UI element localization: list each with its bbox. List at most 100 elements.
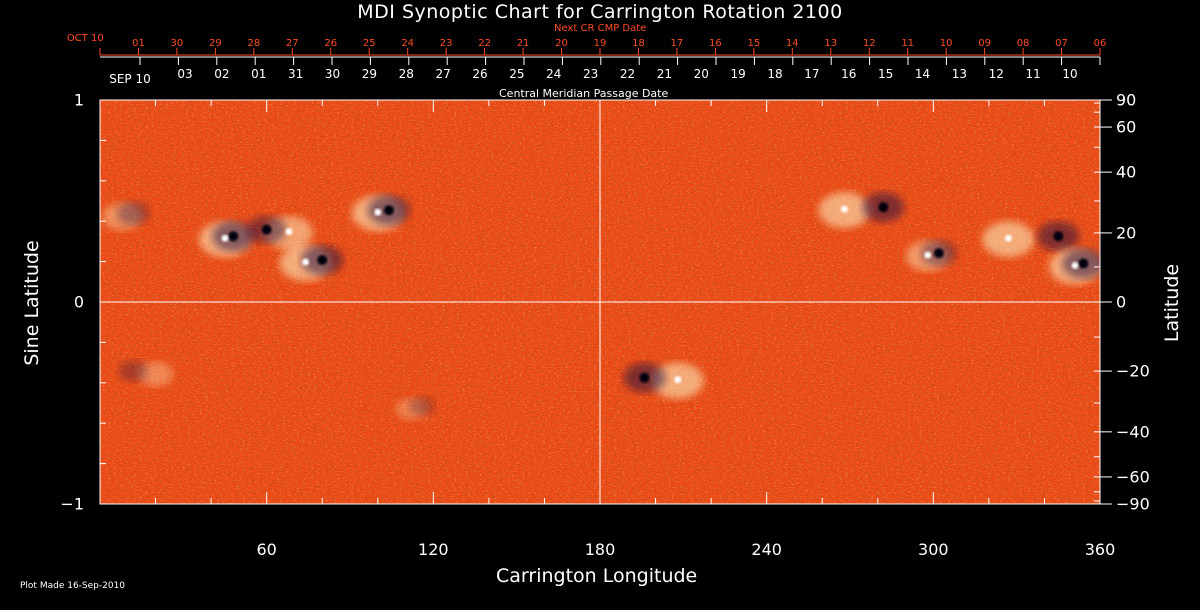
red-date-tick-label: 25 — [362, 38, 376, 49]
x-axis-title: Carrington Longitude — [496, 565, 698, 587]
sunspot-positive — [221, 234, 229, 242]
sunspot-negative — [261, 224, 272, 235]
red-date-tick-label: 12 — [862, 38, 876, 49]
red-date-tick-label: 06 — [1093, 38, 1107, 49]
active-region — [395, 396, 436, 421]
red-date-tick-label: 20 — [555, 38, 568, 49]
white-date-tick-label: 18 — [767, 67, 783, 81]
white-date-tick-label: 10 — [1062, 67, 1078, 81]
y-tick-label-right: −40 — [1116, 422, 1150, 442]
sunspot-positive — [302, 258, 310, 266]
red-date-tick-label: 17 — [670, 38, 684, 49]
red-date-tick-label: 13 — [824, 38, 838, 49]
next-cr-cmp-label: Next CR CMP Date — [554, 23, 647, 34]
white-date-tick-label: 31 — [287, 67, 304, 81]
y-axis-title-left: Sine Latitude — [21, 240, 43, 366]
sunspot-positive — [840, 205, 848, 213]
y-tick-label-right: 20 — [1116, 223, 1137, 243]
active-region — [199, 221, 255, 258]
red-date-tick-label: 15 — [747, 38, 761, 49]
sunspot-negative — [228, 231, 239, 242]
active-region — [102, 201, 150, 231]
white-date-tick-label: 17 — [804, 67, 820, 81]
x-tick-label: 120 — [418, 540, 449, 559]
white-date-tick-label: 24 — [546, 67, 562, 81]
red-date-tick-label: 18 — [632, 38, 645, 49]
white-date-tick-label: 01 — [251, 67, 267, 81]
white-date-tick-label: 27 — [435, 67, 451, 81]
plage-negative — [409, 396, 436, 416]
active-region — [818, 192, 905, 229]
active-region — [247, 215, 313, 250]
red-date-tick-label: OCT 10 — [66, 33, 104, 44]
x-tick-label: 360 — [1084, 540, 1116, 559]
sunspot-positive — [285, 228, 293, 236]
white-date-tick-label: SEP 10 — [109, 72, 151, 86]
red-date-tick-label: 19 — [593, 38, 607, 49]
white-date-tick-label: 29 — [361, 67, 378, 81]
white-date-tick-label: 15 — [877, 67, 894, 81]
white-date-tick-label: 28 — [398, 67, 414, 81]
y-tick-label-right: −60 — [1116, 467, 1150, 487]
plot-made-footer: Plot Made 16-Sep-2010 — [20, 581, 126, 591]
y-tick-label-right: −90 — [1116, 494, 1150, 514]
sunspot-positive — [1071, 261, 1079, 269]
sunspot-negative — [317, 255, 328, 266]
red-date-tick-label: 01 — [132, 38, 145, 49]
sunspot-negative — [1053, 231, 1064, 242]
sunspot-negative — [878, 202, 889, 213]
active-region — [279, 245, 344, 282]
white-date-tick-label: 16 — [841, 67, 857, 81]
x-tick-label: 300 — [918, 540, 949, 559]
red-date-tick-label: 30 — [170, 38, 184, 49]
sunspot-negative — [933, 248, 944, 259]
y-tick-label-right: −20 — [1116, 361, 1150, 381]
x-tick-label: 60 — [256, 540, 277, 559]
plage-negative — [118, 360, 148, 382]
white-date-tick-label: 13 — [951, 67, 968, 81]
red-date-tick-label: 21 — [516, 38, 530, 49]
sunspot-negative — [383, 205, 394, 216]
active-region — [623, 362, 704, 399]
red-date-tick-label: 22 — [478, 38, 491, 49]
y-tick-label-left: 1 — [73, 90, 84, 110]
white-date-tick-label: 26 — [472, 67, 488, 81]
sunspot-positive — [924, 251, 932, 259]
active-region — [351, 195, 410, 232]
white-date-tick-label: 22 — [619, 67, 636, 81]
red-date-tick-label: 26 — [324, 38, 338, 49]
red-date-tick-label: 11 — [901, 38, 915, 49]
sunspot-positive — [674, 376, 682, 384]
cmp-date-label: Central Meridian Passage Date — [499, 87, 669, 100]
y-tick-label-right: 40 — [1116, 162, 1137, 182]
y-tick-label-right: 60 — [1116, 117, 1137, 137]
x-tick-label: 240 — [751, 540, 782, 559]
sunspot-negative — [639, 372, 650, 383]
red-date-tick-label: 09 — [978, 38, 991, 49]
y-axis-title-right: Latitude — [1161, 263, 1183, 343]
red-date-tick-label: 27 — [285, 38, 299, 49]
active-region — [905, 240, 957, 272]
y-tick-label-right: 0 — [1116, 292, 1127, 312]
chart-title: MDI Synoptic Chart for Carrington Rotati… — [357, 1, 843, 23]
white-date-tick-label: 11 — [1025, 67, 1041, 81]
white-date-tick-label: 23 — [582, 67, 599, 81]
red-date-tick-label: 07 — [1055, 38, 1068, 49]
x-tick-label: 180 — [584, 540, 616, 559]
white-date-tick-label: 02 — [214, 67, 230, 81]
sunspot-negative — [1078, 258, 1089, 269]
white-date-tick-label: 19 — [730, 67, 746, 81]
red-date-tick-label: 16 — [709, 38, 722, 49]
white-date-tick-label: 30 — [324, 67, 341, 81]
active-region — [118, 360, 174, 387]
white-date-tick-label: 12 — [988, 67, 1004, 81]
red-date-tick-label: 23 — [439, 38, 453, 49]
active-region — [1049, 248, 1100, 285]
white-date-tick-label: 14 — [914, 67, 931, 81]
red-date-tick-label: 08 — [1016, 38, 1030, 49]
red-date-tick-label: 29 — [209, 38, 222, 49]
white-date-tick-label: 25 — [509, 67, 525, 81]
sunspot-positive — [374, 208, 382, 216]
red-date-tick-label: 28 — [247, 38, 261, 49]
